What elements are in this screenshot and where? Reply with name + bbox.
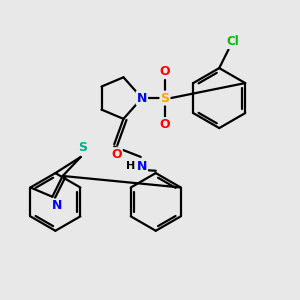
Text: Cl: Cl: [227, 35, 239, 48]
Text: N: N: [52, 200, 62, 212]
Text: N: N: [137, 92, 147, 105]
Text: N: N: [137, 160, 147, 173]
Text: S: S: [79, 141, 88, 154]
Text: O: O: [111, 148, 122, 161]
Text: O: O: [160, 65, 170, 78]
Text: S: S: [160, 92, 169, 105]
Text: H: H: [126, 161, 135, 171]
Text: O: O: [160, 118, 170, 131]
